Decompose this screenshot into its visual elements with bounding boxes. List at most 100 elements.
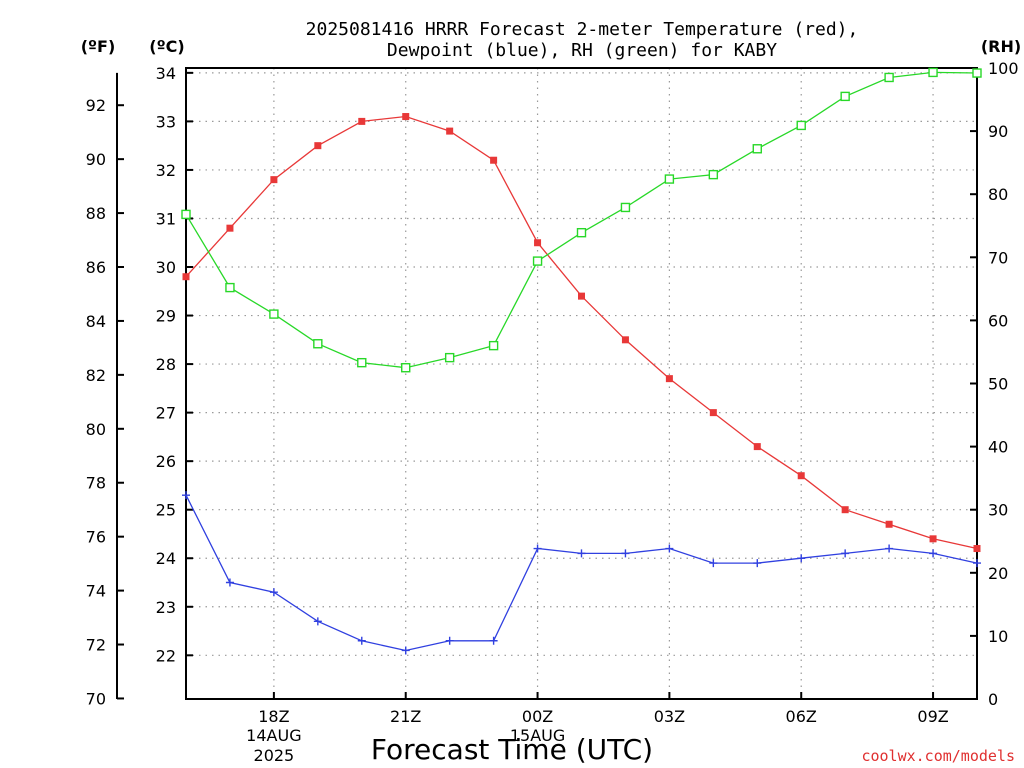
rh-point (664, 174, 675, 184)
celsius-tick-label: 31 (156, 209, 176, 228)
plot-frame (185, 67, 978, 700)
temperature-point (841, 506, 849, 514)
chart-title-line1: 2025081416 HRRR Forecast 2-meter Tempera… (306, 19, 859, 40)
fahrenheit-tick-label: 80 (86, 420, 106, 439)
rh-tick-label: 40 (988, 438, 1008, 457)
fahrenheit-tick-label: 74 (86, 582, 106, 601)
dewpoint-point (182, 491, 190, 500)
rh-point (181, 209, 191, 220)
temperature-point (226, 224, 234, 232)
rh-tick-label: 10 (988, 627, 1008, 646)
celsius-tick-label: 22 (156, 646, 176, 665)
celsius-tick-label: 28 (156, 355, 176, 374)
rh-tick-label: 0 (988, 690, 998, 709)
celsius-tick-label: 27 (156, 404, 176, 423)
temperature-point (578, 292, 585, 300)
rh-point (928, 67, 938, 78)
temperature-point (709, 409, 717, 417)
dewpoint-point (357, 636, 366, 645)
fahrenheit-tick-label: 70 (86, 689, 106, 708)
fahrenheit-tick-label: 72 (86, 636, 106, 655)
fahrenheit-tick-label: 88 (86, 204, 106, 223)
temperature-point (753, 443, 761, 451)
rh-tick-label: 30 (988, 501, 1008, 520)
rh-tick-label: 70 (988, 248, 1008, 267)
fahrenheit-axis-unit: (ºF) (81, 37, 116, 56)
rh-tick-label: 60 (988, 311, 1008, 330)
rh-point (269, 309, 279, 319)
rh-tick-label: 80 (988, 185, 1008, 204)
fahrenheit-tick-label: 90 (86, 150, 106, 169)
celsius-tick-label: 32 (156, 161, 176, 180)
x-tick-label: 18Z (258, 707, 289, 726)
dewpoint-point (753, 559, 762, 568)
x-tick-date-label: 15AUG (510, 726, 565, 745)
dewpoint-point (577, 549, 586, 558)
rh-point (796, 120, 806, 131)
dewpoint-point (533, 544, 542, 553)
dewpoint-point (929, 549, 938, 558)
rh-point (401, 363, 411, 373)
fahrenheit-tick-label: 82 (86, 366, 106, 385)
rh-point (313, 339, 323, 349)
temperature-point (621, 336, 629, 344)
celsius-tick-label: 23 (156, 598, 176, 617)
dewpoint-point (445, 636, 454, 645)
celsius-tick-label: 26 (156, 452, 176, 471)
temperature-point (358, 117, 366, 125)
axes (116, 67, 978, 700)
tick-labels: 70 72 74 76 78 80 82 84 86 88 90 92 22 23 24 25 26 27 28 29… (86, 59, 1019, 765)
celsius-tick-label: 24 (156, 549, 176, 568)
dewpoint-point (797, 554, 806, 563)
rh-point (357, 357, 367, 368)
rh-tick-label: 20 (988, 564, 1008, 583)
temperature-point (973, 545, 981, 553)
temperature-point (402, 113, 410, 121)
temperature-point (534, 239, 542, 247)
grid-lines (186, 68, 977, 699)
rh-point (225, 282, 235, 293)
dewpoint-point (401, 646, 410, 655)
temperature-point (490, 156, 498, 164)
dewpoint-point (709, 559, 718, 568)
dewpoint-point (225, 578, 234, 587)
x-tick-label: 03Z (654, 707, 685, 726)
temperature-point (665, 375, 673, 383)
fahrenheit-tick-label: 92 (86, 96, 106, 115)
rh-point (972, 68, 982, 78)
dewpoint-point (665, 544, 674, 553)
celsius-tick-label: 34 (156, 64, 176, 83)
x-axis-label: Forecast Time (UTC) (371, 733, 653, 766)
rh-axis-unit: (RH) (981, 37, 1021, 56)
fahrenheit-tick-label: 76 (86, 528, 106, 547)
dewpoint-line (185, 494, 978, 652)
rh-point (708, 169, 719, 180)
temperature-line (185, 115, 978, 550)
dewpoint-series (182, 491, 981, 655)
fahrenheit-tick-label: 86 (86, 258, 106, 277)
x-tick-label: 00Z (522, 707, 553, 726)
celsius-tick-label: 29 (156, 307, 176, 326)
dewpoint-point (885, 544, 894, 553)
dewpoint-point (621, 549, 630, 558)
fahrenheit-tick-label: 84 (86, 312, 106, 331)
x-tick-year-label: 2025 (254, 746, 295, 765)
temperature-point (270, 176, 278, 184)
temperature-point (885, 520, 893, 528)
rh-tick-label: 90 (988, 122, 1008, 141)
rh-point (488, 340, 499, 351)
dewpoint-point (269, 588, 278, 597)
rh-line (185, 71, 978, 369)
rh-point (444, 352, 455, 363)
celsius-axis-unit: (ºC) (149, 37, 184, 56)
dewpoint-point (313, 617, 322, 626)
dewpoint-point (841, 549, 850, 558)
data-series (181, 67, 982, 655)
x-tick-label: 06Z (786, 707, 817, 726)
temperature-point (314, 142, 322, 150)
credit-text: coolwx.com/models (861, 747, 1015, 765)
x-tick-label: 21Z (390, 707, 421, 726)
x-tick-label: 09Z (917, 707, 948, 726)
x-tick-date-label: 14AUG (246, 726, 301, 745)
